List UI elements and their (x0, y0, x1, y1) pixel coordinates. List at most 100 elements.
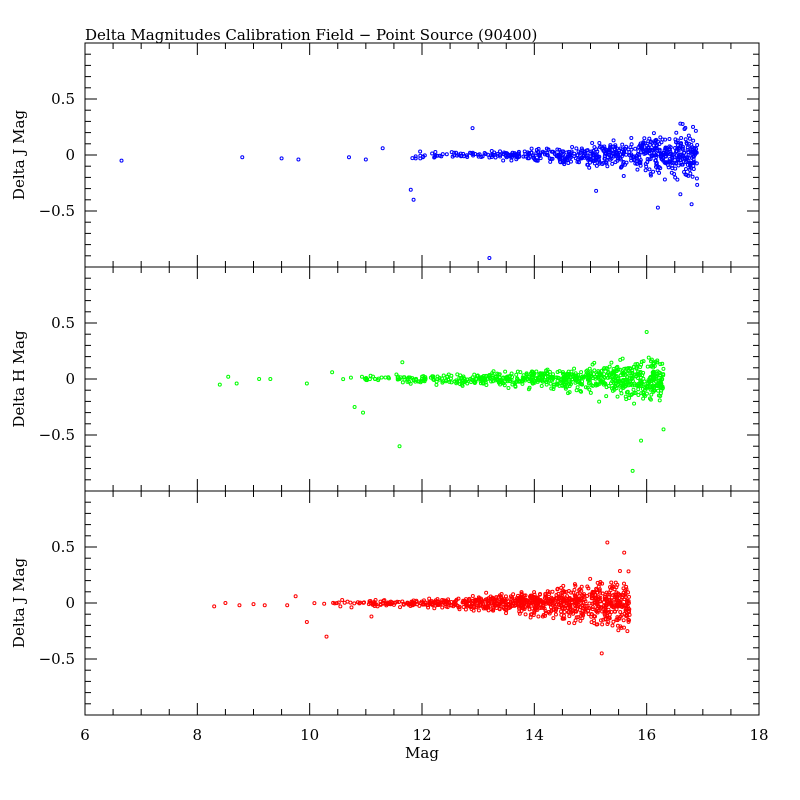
data-point (413, 156, 418, 161)
data-point (544, 380, 549, 385)
data-point (656, 388, 661, 393)
data-point (624, 607, 629, 612)
data-point (638, 163, 643, 168)
data-point (566, 606, 571, 611)
scatter-series (212, 540, 632, 656)
data-point (621, 618, 626, 623)
data-point (585, 584, 590, 589)
data-point (672, 155, 677, 160)
data-point (658, 135, 663, 140)
data-point (568, 602, 573, 607)
data-point (633, 390, 638, 395)
data-point (617, 379, 622, 384)
data-point (647, 151, 652, 156)
data-point (660, 376, 665, 381)
data-point (583, 385, 588, 390)
data-point (675, 156, 680, 161)
data-point (549, 386, 554, 391)
x-axis: 6 8 10 12 14 16 18 (80, 726, 768, 744)
data-point (445, 374, 450, 379)
data-point (618, 165, 623, 170)
data-point (625, 629, 630, 634)
data-point (573, 609, 578, 614)
data-point (558, 149, 563, 154)
data-point (614, 378, 619, 383)
data-point (651, 369, 656, 374)
data-point (472, 372, 477, 377)
data-point (569, 590, 574, 595)
data-point (431, 377, 436, 382)
data-point (565, 594, 570, 599)
data-point (574, 146, 579, 151)
data-point (368, 599, 373, 604)
data-point (690, 174, 695, 179)
data-point (517, 606, 522, 611)
data-point (577, 597, 582, 602)
data-point (467, 598, 472, 603)
x-axis-label: Mag (405, 744, 439, 762)
data-point (618, 593, 623, 598)
data-point (530, 369, 535, 374)
data-point (584, 148, 589, 153)
data-point (594, 598, 599, 603)
data-point (346, 155, 351, 160)
data-point (607, 146, 612, 151)
data-point (555, 369, 560, 374)
data-point (495, 376, 500, 381)
data-point (376, 378, 381, 383)
data-point (574, 604, 579, 609)
data-point (522, 593, 527, 598)
data-point (510, 374, 515, 379)
data-point (587, 377, 592, 382)
data-point (520, 381, 525, 386)
data-point (437, 376, 442, 381)
data-point (566, 620, 571, 625)
data-point (430, 603, 435, 608)
data-point (470, 150, 475, 155)
data-point (595, 600, 600, 605)
data-point (555, 378, 560, 383)
data-point (638, 150, 643, 155)
data-point (601, 146, 606, 151)
data-point (405, 600, 410, 605)
data-point (581, 593, 586, 598)
data-point (600, 622, 605, 627)
data-point (668, 145, 673, 150)
data-point (648, 173, 653, 178)
data-point (484, 590, 489, 595)
data-point (462, 376, 467, 381)
data-point (493, 603, 498, 608)
data-point (401, 601, 406, 606)
data-point (657, 398, 662, 403)
data-point (620, 602, 625, 607)
data-point (521, 601, 526, 606)
data-point (535, 607, 540, 612)
data-point (517, 611, 522, 616)
data-point (557, 369, 562, 374)
data-point (421, 602, 426, 607)
y-axis-label: Delta J Mag (10, 110, 28, 201)
data-point (581, 375, 586, 380)
data-point (626, 619, 631, 624)
data-point (566, 602, 571, 607)
data-point (598, 581, 603, 586)
data-point (380, 146, 385, 151)
data-point (396, 600, 401, 605)
data-point (119, 158, 124, 163)
data-point (636, 387, 641, 392)
y-tick-label: −0.5 (39, 426, 75, 444)
data-point (557, 155, 562, 160)
data-point (566, 610, 571, 615)
data-point (372, 376, 377, 381)
data-point (444, 378, 449, 383)
data-point (571, 611, 576, 616)
data-point (618, 367, 623, 372)
data-point (635, 152, 640, 157)
data-point (473, 379, 478, 384)
data-point (555, 586, 560, 591)
data-point (614, 590, 619, 595)
data-point (512, 151, 517, 156)
data-point (674, 130, 679, 135)
data-point (455, 153, 460, 158)
data-point (631, 387, 636, 392)
